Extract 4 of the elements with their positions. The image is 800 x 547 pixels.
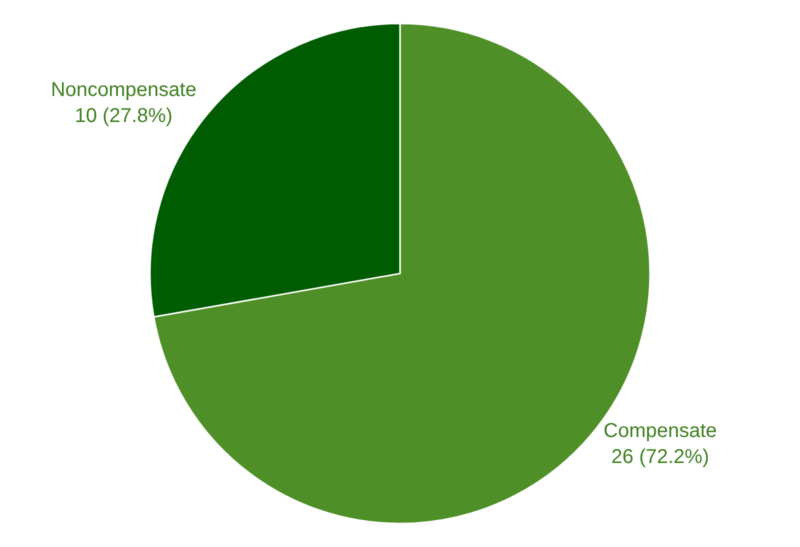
slice-label: Compensate	[604, 420, 717, 442]
data-label: 26 (72.2%)	[611, 446, 710, 468]
slice-label: Noncompensate	[50, 78, 196, 101]
data-label: 10 (27.8%)	[74, 104, 173, 127]
